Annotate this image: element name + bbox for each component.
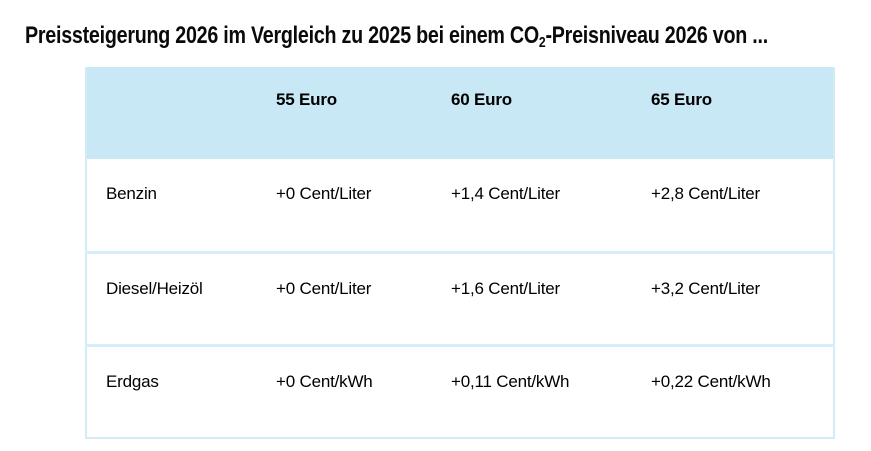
cell-diesel-60: +1,6 Cent/Liter: [451, 278, 560, 298]
title-text-suffix: -Preisniveau 2026 von ...: [545, 22, 768, 49]
row-label-erdgas: Erdgas: [106, 371, 159, 391]
co2-subscript: 2: [538, 35, 546, 52]
table-row-diesel-heizoel: Diesel/Heizöl +0 Cent/Liter +1,6 Cent/Li…: [86, 252, 834, 345]
page-title: Preissteigerung 2026 im Vergleich zu 202…: [25, 22, 768, 52]
cell-benzin-65: +2,8 Cent/Liter: [651, 184, 760, 203]
table-row-benzin: Benzin +0 Cent/Liter +1,4 Cent/Liter +2,…: [86, 159, 834, 252]
cell-diesel-65: +3,2 Cent/Liter: [651, 278, 760, 298]
cell-erdgas-65: +0,22 Cent/kWh: [651, 371, 771, 391]
cell-benzin-55: +0 Cent/Liter: [276, 184, 372, 203]
header-cell-empty: [86, 67, 276, 159]
cell-diesel-55: +0 Cent/Liter: [276, 278, 372, 298]
price-table: 55 Euro 60 Euro 65 Euro Benzin +0 Cent/L…: [85, 67, 835, 439]
cell-benzin-60: +1,4 Cent/Liter: [451, 184, 560, 203]
header-row: 55 Euro 60 Euro 65 Euro: [86, 67, 834, 159]
header-cell-55-euro: 55 Euro: [276, 90, 337, 109]
cell-erdgas-55: +0 Cent/kWh: [276, 371, 373, 391]
header-cell-65-euro: 65 Euro: [651, 90, 712, 109]
row-label-benzin: Benzin: [106, 184, 157, 203]
cell-erdgas-60: +0,11 Cent/kWh: [451, 371, 570, 391]
header-cell-60-euro: 60 Euro: [451, 90, 512, 109]
table-row-erdgas: Erdgas +0 Cent/kWh +0,11 Cent/kWh +0,22 …: [86, 345, 834, 438]
title-text-prefix: Preissteigerung 2026 im Vergleich zu 202…: [25, 22, 539, 49]
row-label-diesel-heizoel: Diesel/Heizöl: [106, 278, 203, 298]
